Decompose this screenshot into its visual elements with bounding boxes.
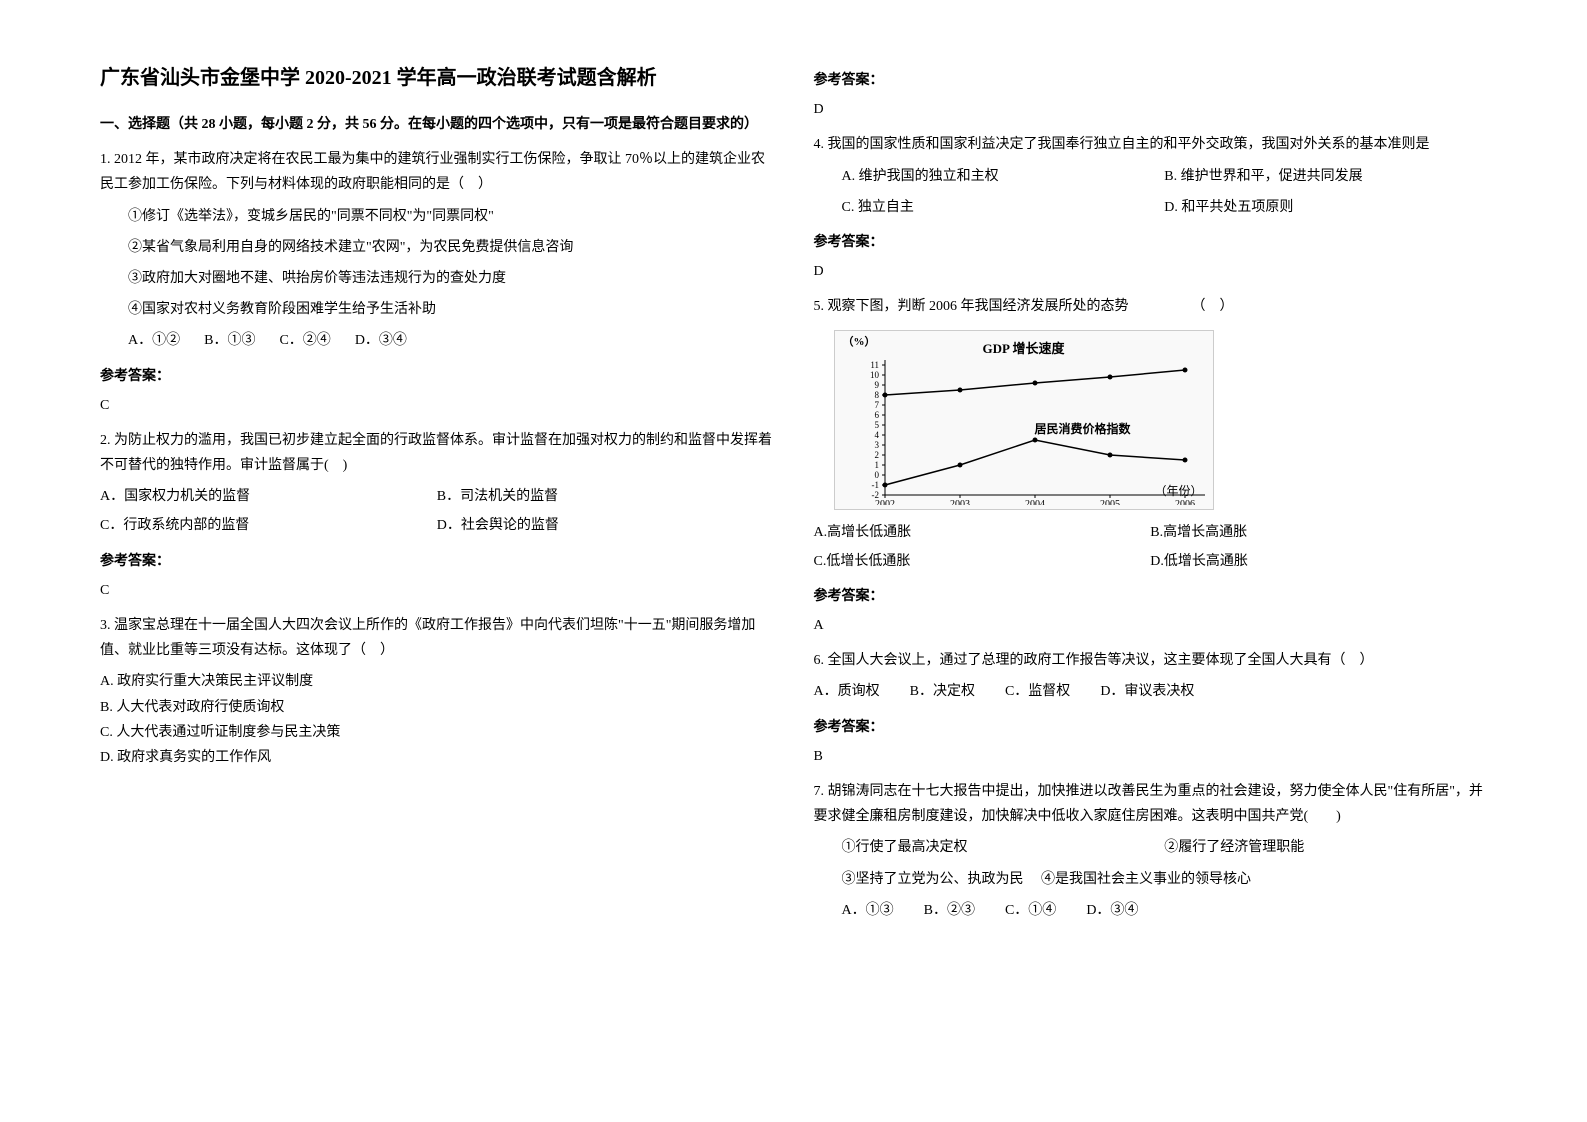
q7-items-row1: ①行使了最高决定权 ②履行了经济管理职能 bbox=[842, 835, 1488, 860]
q6-opt-b: B．决定权 bbox=[910, 679, 975, 704]
q7-opt-a: A．①③ bbox=[842, 898, 894, 923]
q4-options-row2: C. 独立自主 D. 和平共处五项原则 bbox=[842, 195, 1488, 220]
q7-item2: ②履行了经济管理职能 bbox=[1164, 835, 1304, 860]
question-7: 7. 胡锦涛同志在十七大报告中提出，加快推进以改善民生为重点的社会建设，努力使全… bbox=[814, 779, 1488, 923]
q2-options-row2: C．行政系统内部的监督 D．社会舆论的监督 bbox=[100, 513, 774, 538]
question-2: 2. 为防止权力的滥用，我国已初步建立起全面的行政监督体系。审计监督在加强对权力… bbox=[100, 428, 774, 539]
q6-opt-d: D．审议表决权 bbox=[1100, 679, 1194, 704]
q2-stem: 2. 为防止权力的滥用，我国已初步建立起全面的行政监督体系。审计监督在加强对权力… bbox=[100, 428, 774, 478]
q7-opt-b: B．②③ bbox=[924, 898, 975, 923]
svg-text:-1: -1 bbox=[871, 480, 879, 490]
q5-opt-d: D.低增长高通胀 bbox=[1150, 549, 1248, 574]
svg-text:2: 2 bbox=[874, 450, 879, 460]
q5-opt-a: A.高增长低通胀 bbox=[814, 520, 1151, 545]
svg-text:7: 7 bbox=[874, 400, 879, 410]
svg-text:10: 10 bbox=[870, 370, 880, 380]
q2-options-row1: A．国家权力机关的监督 B．司法机关的监督 bbox=[100, 484, 774, 509]
page-title: 广东省汕头市金堡中学 2020-2021 学年高一政治联考试题含解析 bbox=[100, 60, 774, 96]
q5-options-row1: A.高增长低通胀 B.高增长高通胀 bbox=[814, 520, 1488, 545]
q1-opt-a: A．①② bbox=[128, 328, 180, 353]
q5-options-row2: C.低增长低通胀 D.低增长高通胀 bbox=[814, 549, 1488, 574]
q5-opt-b: B.高增长高通胀 bbox=[1150, 520, 1247, 545]
svg-text:2002: 2002 bbox=[875, 499, 895, 505]
q4-opt-a: A. 维护我国的独立和主权 bbox=[842, 164, 1165, 189]
q7-items-row2: ③坚持了立党为公、执政为民 ④是我国社会主义事业的领导核心 bbox=[842, 867, 1488, 892]
a6: B bbox=[814, 744, 1488, 769]
svg-text:0: 0 bbox=[874, 470, 879, 480]
q1-item4: ④国家对农村义务教育阶段困难学生给予生活补助 bbox=[128, 297, 774, 322]
svg-text:1: 1 bbox=[874, 460, 879, 470]
chart-series2-label: 居民消费价格指数 bbox=[1035, 419, 1131, 441]
q4-stem: 4. 我国的国家性质和国家利益决定了我国奉行独立自主的和平外交政策，我国对外关系… bbox=[814, 132, 1488, 157]
left-column: 广东省汕头市金堡中学 2020-2021 学年高一政治联考试题含解析 一、选择题… bbox=[80, 60, 794, 1062]
q1-opt-b: B．①③ bbox=[204, 328, 255, 353]
svg-text:2005: 2005 bbox=[1100, 499, 1120, 505]
q4-opt-d: D. 和平共处五项原则 bbox=[1164, 195, 1293, 220]
svg-text:5: 5 bbox=[874, 420, 879, 430]
svg-text:3: 3 bbox=[874, 440, 879, 450]
q5-opt-c: C.低增长低通胀 bbox=[814, 549, 1151, 574]
q5-stem: 5. 观察下图，判断 2006 年我国经济发展所处的态势 （ ） bbox=[814, 294, 1488, 319]
chart-svg: -2-10123456789101120022003200420052006 bbox=[845, 355, 1205, 505]
q2-opt-c: C．行政系统内部的监督 bbox=[100, 513, 437, 538]
a1-label: 参考答案： bbox=[100, 364, 774, 389]
a4: D bbox=[814, 259, 1488, 284]
q4-opt-b: B. 维护世界和平，促进共同发展 bbox=[1164, 164, 1362, 189]
q1-item3: ③政府加大对圈地不建、哄抬房价等违法违规行为的查处力度 bbox=[128, 266, 774, 291]
svg-text:2003: 2003 bbox=[950, 499, 970, 505]
chart-x-unit: （年份） bbox=[1154, 481, 1202, 503]
chart-y-unit: （%） bbox=[843, 333, 876, 353]
svg-text:11: 11 bbox=[870, 360, 879, 370]
a2-label: 参考答案： bbox=[100, 549, 774, 574]
q7-opt-c: C．①④ bbox=[1005, 898, 1056, 923]
question-4: 4. 我国的国家性质和国家利益决定了我国奉行独立自主的和平外交政策，我国对外关系… bbox=[814, 132, 1488, 220]
gdp-chart: GDP 增长速度 -2-1012345678910112002200320042… bbox=[834, 330, 1214, 510]
a1: C bbox=[100, 393, 774, 418]
svg-text:8: 8 bbox=[874, 390, 879, 400]
a3-label: 参考答案： bbox=[814, 68, 1488, 93]
q3-opt-b: B. 人大代表对政府行使质询权 bbox=[100, 695, 774, 720]
q6-options: A．质询权 B．决定权 C．监督权 D．审议表决权 bbox=[814, 679, 1488, 704]
q3-opt-c: C. 人大代表通过听证制度参与民主决策 bbox=[100, 720, 774, 745]
q1-item1: ①修订《选举法》，变城乡居民的"同票不同权"为"同票同权" bbox=[128, 204, 774, 229]
q1-opt-c: C．②④ bbox=[279, 328, 330, 353]
a4-label: 参考答案： bbox=[814, 230, 1488, 255]
a5: A bbox=[814, 613, 1488, 638]
svg-text:9: 9 bbox=[874, 380, 879, 390]
a5-label: 参考答案： bbox=[814, 584, 1488, 609]
q7-opt-d: D．③④ bbox=[1086, 898, 1138, 923]
question-3: 3. 温家宝总理在十一届全国人大四次会议上所作的《政府工作报告》中向代表们坦陈"… bbox=[100, 613, 774, 770]
section-header: 一、选择题（共 28 小题，每小题 2 分，共 56 分。在每小题的四个选项中，… bbox=[100, 112, 774, 137]
q7-stem: 7. 胡锦涛同志在十七大报告中提出，加快推进以改善民生为重点的社会建设，努力使全… bbox=[814, 779, 1488, 829]
a2: C bbox=[100, 578, 774, 603]
q6-stem: 6. 全国人大会议上，通过了总理的政府工作报告等决议，这主要体现了全国人大具有（… bbox=[814, 648, 1488, 673]
q4-options-row1: A. 维护我国的独立和主权 B. 维护世界和平，促进共同发展 bbox=[842, 164, 1488, 189]
q1-opt-d: D．③④ bbox=[355, 328, 407, 353]
question-1: 1. 2012 年，某市政府决定将在农民工最为集中的建筑行业强制实行工伤保险，争… bbox=[100, 147, 774, 353]
q1-stem: 1. 2012 年，某市政府决定将在农民工最为集中的建筑行业强制实行工伤保险，争… bbox=[100, 147, 774, 197]
q6-opt-c: C．监督权 bbox=[1005, 679, 1070, 704]
q7-item1: ①行使了最高决定权 bbox=[842, 835, 1165, 860]
q1-options: A．①② B．①③ C．②④ D．③④ bbox=[128, 328, 774, 353]
q2-opt-d: D．社会舆论的监督 bbox=[437, 513, 559, 538]
q7-item3: ③坚持了立党为公、执政为民 bbox=[842, 872, 1024, 887]
q1-item2: ②某省气象局利用自身的网络技术建立"农网"，为农民免费提供信息咨询 bbox=[128, 235, 774, 260]
q3-opt-d: D. 政府求真务实的工作作风 bbox=[100, 745, 774, 770]
q3-stem: 3. 温家宝总理在十一届全国人大四次会议上所作的《政府工作报告》中向代表们坦陈"… bbox=[100, 613, 774, 663]
right-column: 参考答案： D 4. 我国的国家性质和国家利益决定了我国奉行独立自主的和平外交政… bbox=[794, 60, 1508, 1062]
q2-opt-a: A．国家权力机关的监督 bbox=[100, 484, 437, 509]
q2-opt-b: B．司法机关的监督 bbox=[437, 484, 558, 509]
q6-opt-a: A．质询权 bbox=[814, 679, 880, 704]
q7-item4: ④是我国社会主义事业的领导核心 bbox=[1041, 872, 1251, 887]
a6-label: 参考答案： bbox=[814, 715, 1488, 740]
svg-text:2004: 2004 bbox=[1025, 499, 1045, 505]
a3: D bbox=[814, 97, 1488, 122]
svg-text:4: 4 bbox=[874, 430, 879, 440]
svg-text:6: 6 bbox=[874, 410, 879, 420]
q3-opt-a: A. 政府实行重大决策民主评议制度 bbox=[100, 669, 774, 694]
question-6: 6. 全国人大会议上，通过了总理的政府工作报告等决议，这主要体现了全国人大具有（… bbox=[814, 648, 1488, 704]
q7-options: A．①③ B．②③ C．①④ D．③④ bbox=[842, 898, 1488, 923]
q4-opt-c: C. 独立自主 bbox=[842, 195, 1165, 220]
question-5: 5. 观察下图，判断 2006 年我国经济发展所处的态势 （ ） GDP 增长速… bbox=[814, 294, 1488, 574]
